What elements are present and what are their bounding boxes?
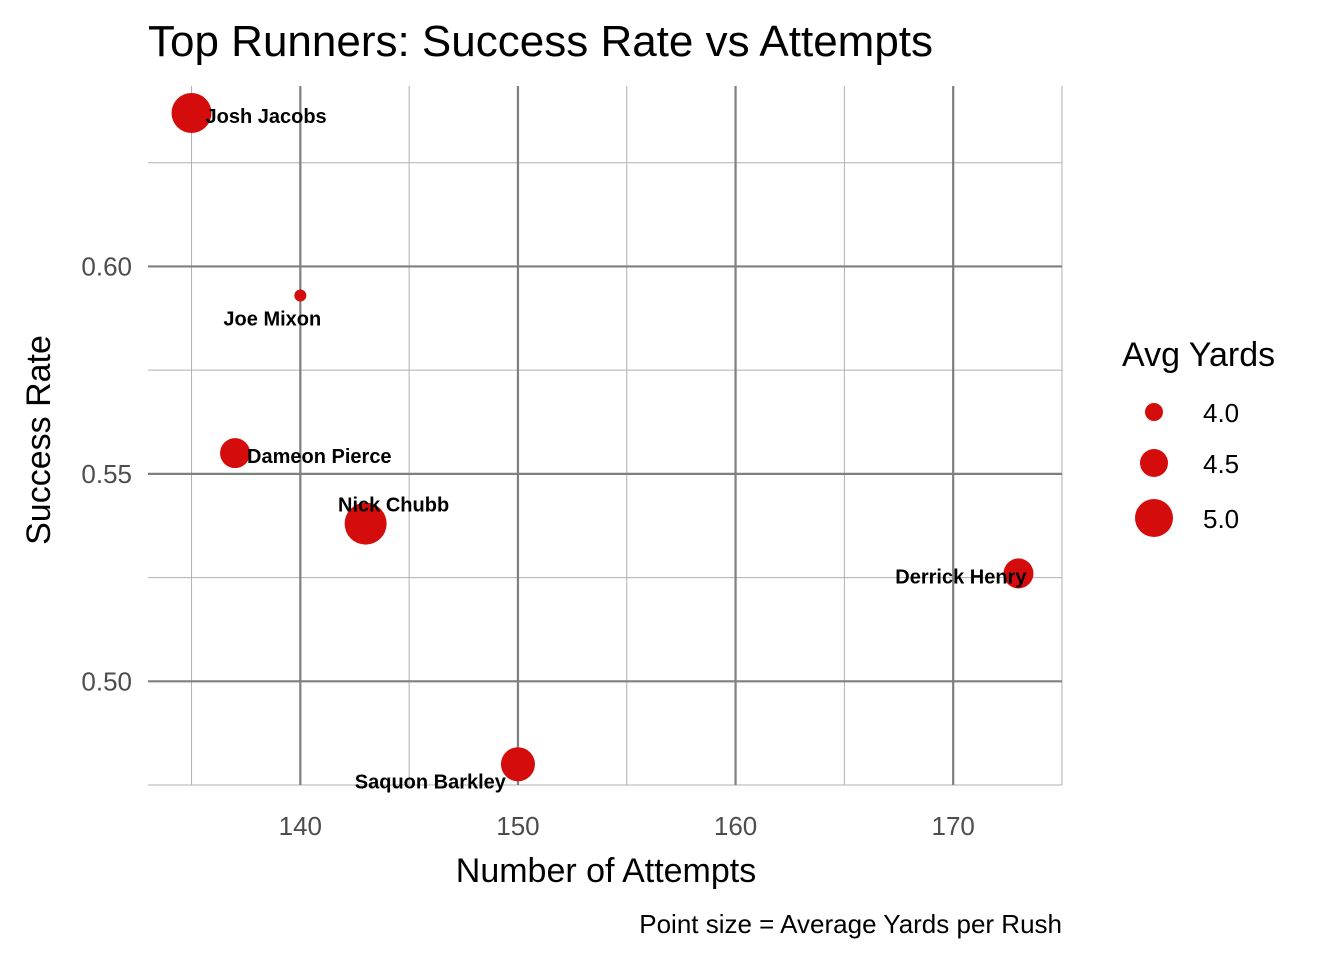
y-tick-label: 0.55 (81, 459, 132, 489)
chart-caption: Point size = Average Yards per Rush (639, 909, 1062, 939)
point-label: Saquon Barkley (355, 771, 507, 793)
y-tick-label: 0.60 (81, 251, 132, 281)
point-label: Dameon Pierce (247, 446, 392, 468)
y-axis-title: Success Rate (20, 335, 58, 545)
legend-label: 4.5 (1203, 449, 1239, 479)
point-label: Nick Chubb (338, 495, 449, 517)
legend-key (1140, 449, 1168, 477)
legend-label: 4.0 (1203, 398, 1239, 428)
data-point (294, 289, 306, 301)
x-tick-label: 170 (931, 811, 974, 841)
legend-key (1145, 403, 1163, 421)
point-label: Joe Mixon (223, 308, 321, 330)
point-label: Josh Jacobs (206, 106, 327, 128)
x-axis-title: Number of Attempts (456, 852, 756, 890)
data-point (220, 438, 250, 468)
data-point (501, 747, 535, 781)
size-legend: Avg Yards 4.0 4.5 5.0 (1122, 336, 1275, 537)
x-tick-label: 140 (279, 811, 322, 841)
chart-title: Top Runners: Success Rate vs Attempts (148, 17, 933, 66)
grid-lines (148, 86, 1062, 785)
point-labels: Josh Jacobs Joe Mixon Dameon Pierce Nick Ch… (206, 106, 1028, 793)
legend-label: 5.0 (1203, 504, 1239, 534)
y-tick-label: 0.50 (81, 666, 132, 696)
legend-items: 4.0 4.5 5.0 (1135, 398, 1239, 537)
x-tick-label: 150 (496, 811, 539, 841)
x-tick-label: 160 (714, 811, 757, 841)
legend-title: Avg Yards (1122, 336, 1275, 374)
legend-key (1135, 499, 1173, 537)
point-label: Derrick Henry (895, 566, 1027, 588)
